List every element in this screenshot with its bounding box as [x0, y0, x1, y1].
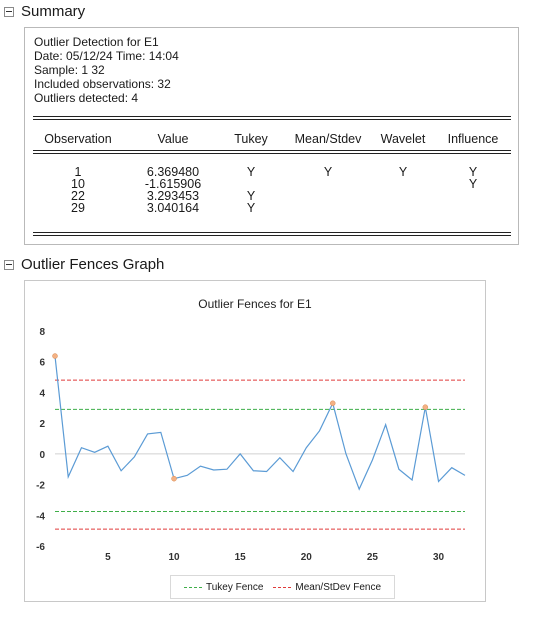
summary-section-title: Summary: [21, 3, 86, 20]
outlier-marker: [422, 404, 429, 410]
x-tick-label: 15: [235, 552, 247, 563]
table-cell: Y: [468, 177, 478, 191]
table-cell: 3.293453: [146, 189, 200, 203]
outlier-marker: [329, 400, 336, 407]
collapse-icon[interactable]: [4, 6, 14, 17]
table-cell: 6.369480: [146, 165, 200, 179]
summary-panel: Outlier Detection for E1 Date: 05/12/24 …: [24, 27, 519, 245]
y-tick-label: -2: [36, 481, 45, 492]
graph-section-title: Outlier Fences Graph: [21, 256, 165, 273]
legend-swatch: [183, 586, 202, 588]
y-tick-label: -6: [36, 542, 45, 553]
chart-panel: Outlier Fences for E1 -6 -4 -2 0 2 4 6 8 5 10 15 20 2…: [24, 280, 486, 602]
table-cell: Y: [468, 165, 478, 179]
chart-title: Outlier Fences for E1: [198, 297, 312, 311]
chart-legend: Tukey Fence Mean/StDev Fence: [170, 575, 395, 599]
table-cell: 3.040164: [146, 201, 200, 215]
summary-detected: Outliers detected: 4: [34, 91, 139, 105]
col-header-tukey: Tukey: [234, 132, 268, 146]
col-header-value: Value: [157, 132, 189, 146]
table-top-rule: [33, 116, 511, 120]
y-tick-label: 8: [39, 327, 45, 338]
col-header-mean-stdev: Mean/Stdev: [294, 132, 362, 146]
table-cell: 1: [74, 165, 82, 179]
col-header-observation: Observation: [44, 132, 112, 146]
outlier-marker: [171, 475, 177, 482]
summary-section-header[interactable]: Summary: [4, 3, 85, 20]
legend-label: Tukey Fence: [205, 581, 264, 593]
series-line: [54, 355, 466, 491]
table-cell: Y: [246, 201, 256, 215]
outlier-marker: [52, 353, 58, 359]
summary-included: Included observations: 32: [34, 77, 171, 91]
summary-heading: Outlier Detection for E1: [34, 35, 159, 49]
outlier-fences-chart: Outlier Fences for E1 -6 -4 -2 0 2 4 6 8 5 10 15 20 2…: [36, 297, 466, 563]
table-header-rule: [33, 150, 511, 154]
table-cell: Y: [246, 189, 256, 203]
legend-label: Mean/StDev Fence: [295, 581, 382, 593]
summary-sample: Sample: 1 32: [34, 63, 105, 77]
x-tick-label: 20: [301, 552, 313, 563]
table-bottom-rule: [33, 232, 511, 236]
table-cell: 22: [71, 189, 85, 203]
table-cell: 10: [71, 177, 85, 191]
x-tick-label: 5: [105, 552, 111, 563]
legend-item-meanstdev: Mean/StDev Fence: [273, 582, 381, 593]
y-tick-label: 2: [39, 419, 45, 430]
col-header-influence: Influence: [447, 132, 499, 146]
x-tick-label: 30: [433, 552, 445, 563]
y-tick-label: 0: [39, 450, 45, 461]
table-cell: -1.615906: [144, 177, 202, 191]
y-tick-label: 4: [39, 388, 45, 399]
col-header-wavelet: Wavelet: [380, 132, 426, 146]
summary-date-time: Date: 05/12/24 Time: 14:04: [34, 49, 179, 63]
table-cell: Y: [246, 165, 256, 179]
table-cell: Y: [323, 165, 333, 179]
legend-item-tukey: Tukey Fence: [183, 581, 264, 593]
x-tick-label: 10: [168, 552, 180, 563]
graph-section-header[interactable]: Outlier Fences Graph: [4, 256, 164, 273]
table-cell: 29: [71, 201, 85, 215]
table-cell: Y: [398, 165, 408, 179]
x-tick-label: 25: [367, 552, 379, 563]
y-tick-label: 6: [39, 358, 45, 369]
y-tick-label: -4: [36, 511, 45, 522]
legend-swatch: [273, 586, 292, 588]
collapse-icon[interactable]: [4, 259, 14, 270]
